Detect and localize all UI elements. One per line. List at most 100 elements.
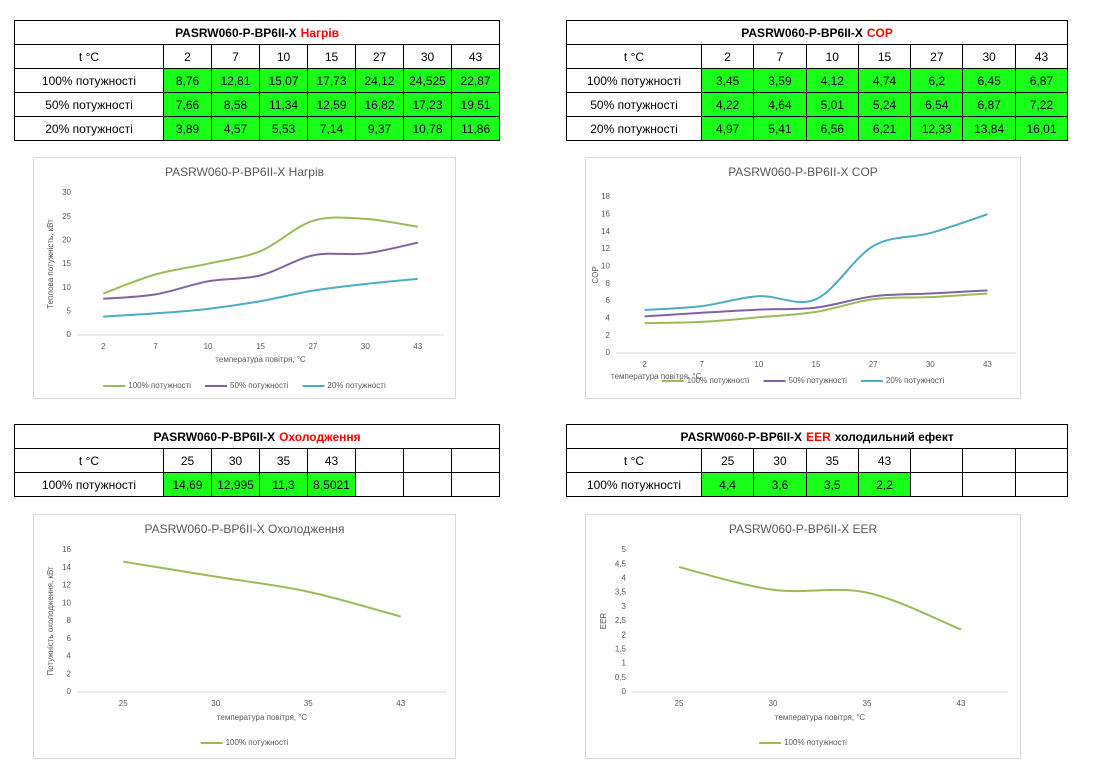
y-tick-label: 6 (67, 634, 72, 643)
chart-title: PASRW060-P-BP6II-X COP (728, 165, 878, 179)
row-label: 100% потужності (566, 472, 702, 497)
data-line (644, 289, 988, 318)
header-cell: 27 (355, 44, 404, 69)
y-tick-label: 2 (67, 669, 72, 678)
legend-label: 100% потужності (128, 381, 191, 390)
value-cell: 24,525 (403, 68, 452, 93)
value-cell: 12,33 (910, 116, 964, 141)
table-body: PASRW060-P-BP6II-X Охолодження t °C 25 30 35 4… (13, 424, 501, 497)
value-cell: 19,51 (450, 92, 501, 117)
legend-label: 20% потужності (886, 376, 945, 385)
y-tick-label: 6 (606, 296, 611, 305)
header-row: t °C 25 30 35 43 (14, 448, 501, 473)
y-tick-label: 4 (67, 652, 72, 661)
header-cell: 43 (857, 448, 912, 473)
x-tick-label: 30 (769, 699, 778, 708)
y-tick-label: 0,5 (615, 673, 627, 682)
y-tick-label: 20 (62, 235, 71, 244)
value-cell: 11,3 (259, 472, 308, 497)
value-cell: 12,81 (211, 68, 260, 93)
value-cell: 16,01 (1014, 116, 1069, 141)
x-axis-title: температура повітря, °C (217, 713, 308, 722)
header-label: t °C (566, 448, 702, 473)
value-cell: 6,2 (910, 68, 964, 93)
header-cell: 43 (450, 44, 501, 69)
value-cell: 6,21 (857, 116, 912, 141)
empty-cell (1014, 472, 1069, 497)
row-label: 100% потужності (566, 68, 702, 93)
data-row: 20% потужності 4,97 5,41 6,56 6,21 12,33 13,84… (566, 116, 1069, 141)
data-row: 50% потужності 7,66 8,58 11,34 12,59 16,82 17,… (14, 92, 501, 117)
value-cell: 4,4 (700, 472, 755, 497)
x-tick-label: 15 (256, 342, 265, 351)
data-line (678, 566, 962, 631)
row-label: 50% потужності (14, 92, 164, 117)
y-tick-label: 3,5 (615, 588, 627, 597)
y-tick-label: 2,5 (615, 616, 627, 625)
x-tick-label: 25 (119, 699, 128, 708)
table-title: PASRW060-P-BP6II-X Нагрів (13, 20, 501, 45)
empty-cell (1014, 448, 1069, 473)
y-tick-label: 16 (62, 545, 71, 554)
title-row: PASRW060-P-BP6II-X EER холодильний ефект (565, 424, 1069, 449)
value-cell: 24,12 (355, 68, 404, 93)
value-cell: 6,56 (805, 116, 859, 141)
y-axis-title: Теплова потужність, кВт (46, 219, 55, 309)
value-cell: 6,87 (962, 92, 1016, 117)
value-cell: 2,2 (857, 472, 912, 497)
empty-cell (403, 472, 452, 497)
legend: 100% потужності (200, 738, 289, 747)
y-tick-label: 0 (622, 687, 627, 696)
value-cell: 5,24 (857, 92, 912, 117)
x-tick-label: 2 (101, 342, 106, 351)
x-tick-label: 27 (308, 342, 317, 351)
empty-cell (962, 448, 1016, 473)
table-title: PASRW060-P-BP6II-X Охолодження (13, 424, 501, 449)
data-row: 20% потужності 3,89 4,57 5,53 7,14 9,37 10,78 1… (14, 116, 501, 141)
legend-label: 50% потужності (230, 381, 289, 390)
value-cell: 11,86 (450, 116, 501, 141)
y-axis-title: EER (599, 613, 608, 630)
data-line (103, 241, 418, 300)
value-cell: 12,995 (211, 472, 260, 497)
y-tick-label: 18 (601, 192, 610, 201)
row-label: 100% потужності (14, 68, 164, 93)
value-cell: 10,78 (403, 116, 452, 141)
data-line (123, 560, 402, 618)
table-body: PASRW060-P-BP6II-X Нагрів t °C 2 7 10 15 27 30 43… (13, 20, 501, 141)
row-label: 100% потужності (14, 472, 164, 497)
chart: PASRW060-P-BP6II-X EER 0 0,5 1 1,5 2 2,5 3 3,5 4 4… (585, 514, 1021, 759)
value-cell: 5,53 (259, 116, 308, 141)
header-cell: 30 (962, 44, 1016, 69)
value-cell: 3,6 (753, 472, 807, 497)
title-highlight: Нагрів (300, 25, 340, 40)
value-cell: 7,66 (163, 92, 212, 117)
value-cell: 17,23 (403, 92, 452, 117)
y-tick-label: 0 (67, 687, 72, 696)
chart-title: PASRW060-P-BP6II-X Нагрів (165, 165, 324, 179)
y-tick-label: 8 (67, 616, 72, 625)
title-text: PASRW060-P-BP6II-X (175, 25, 297, 40)
y-tick-label: 5 (67, 306, 72, 315)
header-label: t °C (14, 44, 164, 69)
title-text: PASRW060-P-BP6II-X (741, 25, 863, 40)
x-tick-label: 35 (304, 699, 313, 708)
empty-cell (910, 448, 964, 473)
table-body: PASRW060-P-BP6II-X COP t °C 2 7 10 15 27 30 43 100… (565, 20, 1069, 141)
data-row: 100% потужності 3,45 3,59 4,12 4,74 6,2 6,45 6,… (566, 68, 1069, 93)
data-row: 100% потужності 4,4 3,6 3,5 2,2 (566, 472, 1069, 497)
legend-label: 20% потужності (327, 381, 386, 390)
value-cell: 3,5 (805, 472, 859, 497)
value-cell: 4,97 (700, 116, 755, 141)
value-cell: 3,89 (163, 116, 212, 141)
value-cell: 5,41 (753, 116, 807, 141)
data-line (644, 292, 988, 325)
value-cell: 5,01 (805, 92, 859, 117)
title-row: PASRW060-P-BP6II-X COP (565, 20, 1069, 45)
table-body: PASRW060-P-BP6II-X EER холодильний ефект t … (565, 424, 1069, 497)
header-cell: 2 (700, 44, 755, 69)
value-cell: 6,54 (910, 92, 964, 117)
y-tick-label: 14 (601, 227, 610, 236)
legend-label: 100% потужності (226, 738, 289, 747)
